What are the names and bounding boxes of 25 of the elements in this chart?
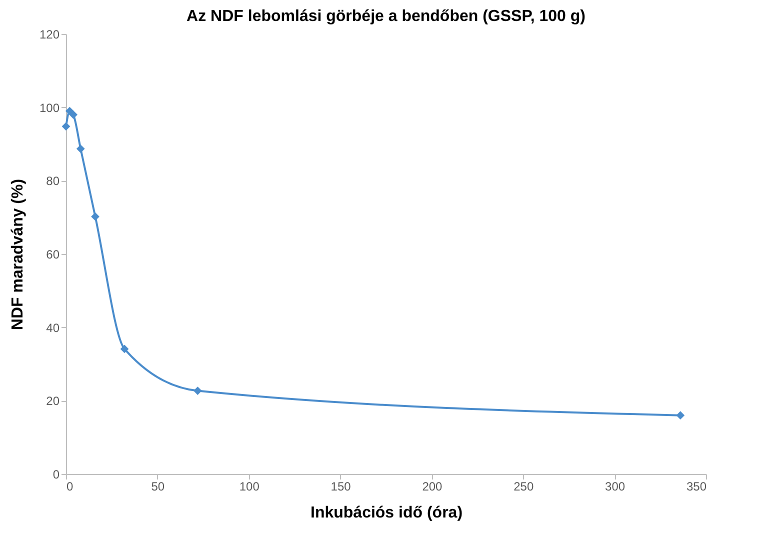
point [69,110,78,119]
x-tick-label: 150 [330,480,352,494]
chart-title: Az NDF lebomlási görbéje a bendőben (GSSP, 100 g) [186,8,586,25]
y-axis-title: NDF maradvány (%) [9,178,26,330]
x-tick-label: 250 [514,480,534,494]
point [676,411,685,420]
x-tick-label: 350 [686,480,707,494]
point [76,144,85,153]
point [193,386,202,395]
x-tick-label: 300 [605,480,626,494]
y-tick-label: 80 [46,174,60,188]
x-tick-label: 0 [66,480,74,494]
y-tick-label: 0 [52,468,60,482]
point [62,122,70,131]
y-tick-label: 20 [46,394,60,408]
x-axis-title: Inkubációs idő (óra) [310,504,463,522]
x-tick-label: 50 [151,480,165,494]
x-tick-label: 200 [422,480,443,494]
y-tick-label: 60 [46,248,60,262]
y-tick-label: 40 [46,320,60,335]
y-tick-label: 100 [39,100,60,115]
point [91,212,100,221]
x-tick-label: 100 [239,480,260,494]
y-tick-label: 120 [39,28,60,42]
point [120,344,129,354]
